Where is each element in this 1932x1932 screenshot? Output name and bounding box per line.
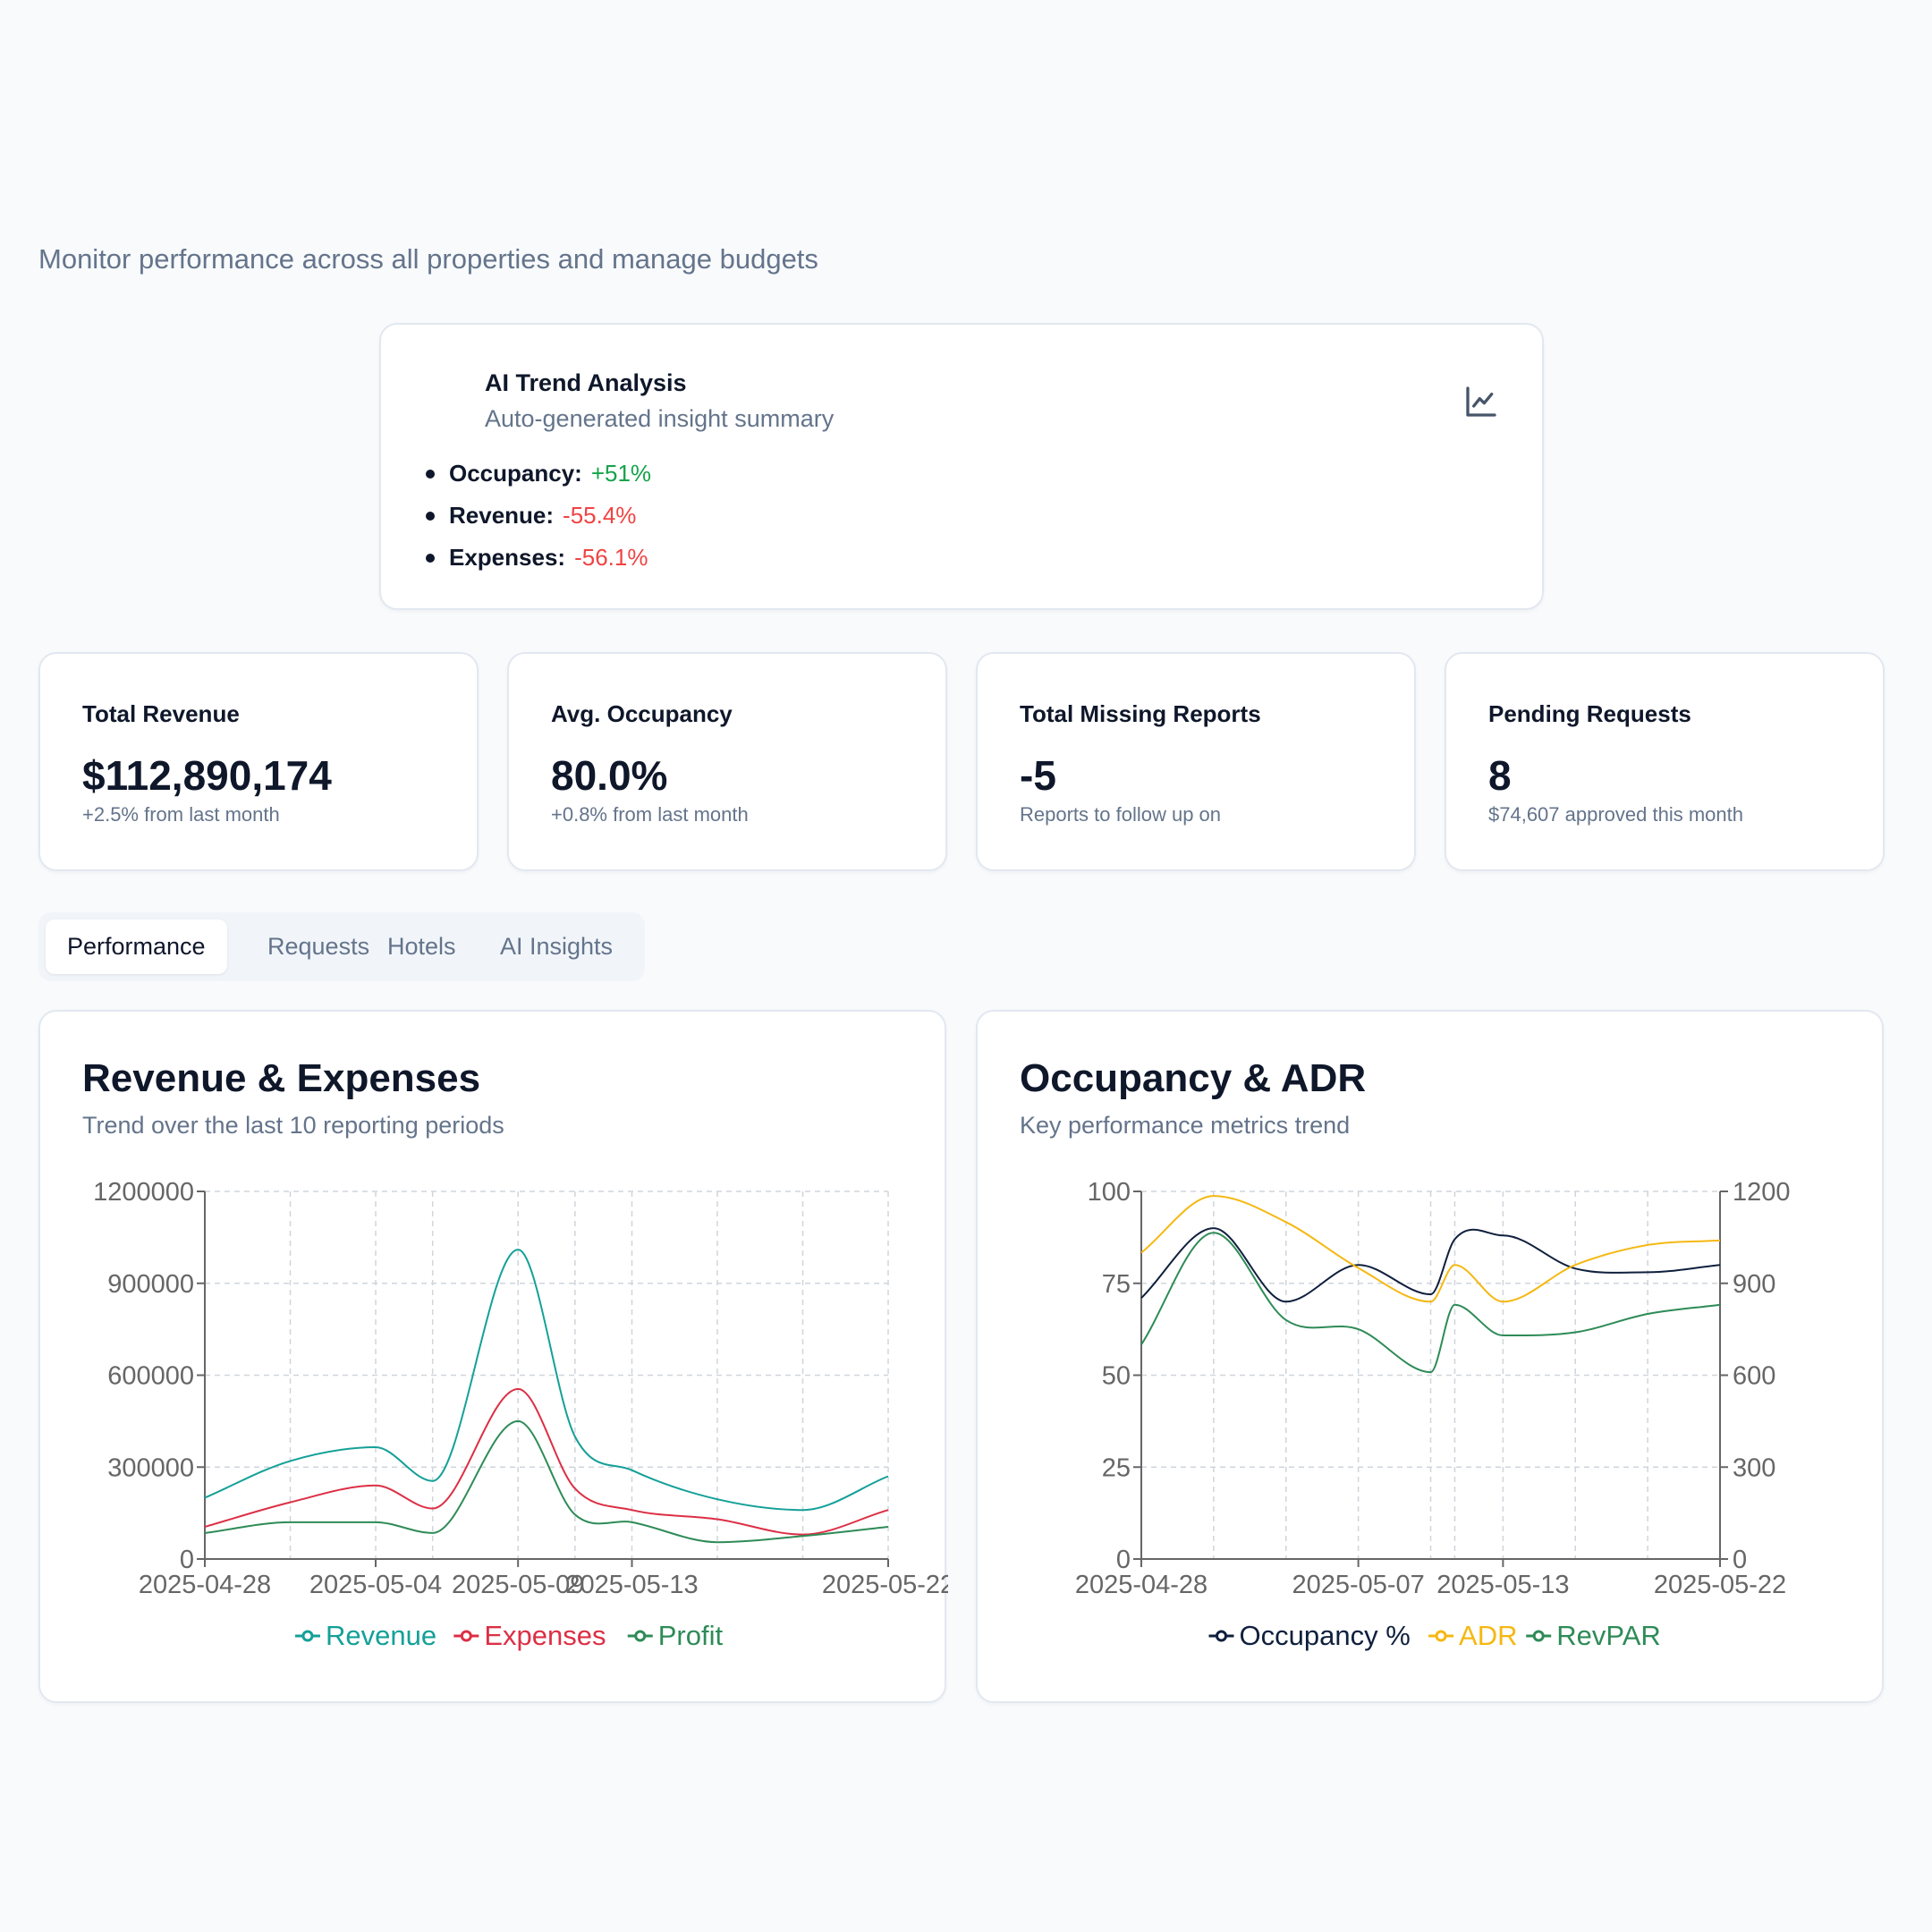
list-item: Revenue: -55.4% <box>426 495 651 537</box>
bullet-icon <box>426 511 435 521</box>
legend-label: RevPAR <box>1556 1620 1661 1651</box>
y-tick-label-right: 0 <box>1733 1546 1747 1574</box>
list-item: Expenses: -56.1% <box>426 537 651 579</box>
x-tick-label: 2025-05-22 <box>1654 1571 1786 1599</box>
x-tick-label: 2025-05-09 <box>452 1571 584 1599</box>
y-tick-label: 50 <box>1102 1362 1131 1391</box>
stat-label: Avg. Occupancy <box>551 700 733 727</box>
legend-marker-icon <box>460 1630 472 1642</box>
stat-card-avg-occupancy: Avg. Occupancy 80.0% +0.8% from last mon… <box>507 652 947 871</box>
stat-note: $74,607 approved this month <box>1488 803 1743 826</box>
legend-marker-icon <box>1435 1630 1447 1642</box>
y-tick-label: 0 <box>180 1546 194 1574</box>
y-tick-label: 75 <box>1102 1270 1131 1299</box>
legend-label: Occupancy % <box>1240 1620 1411 1651</box>
stat-value: $112,890,174 <box>82 752 332 799</box>
chart-title: Revenue & Expenses <box>82 1056 481 1100</box>
stat-note: +0.8% from last month <box>551 803 749 826</box>
x-tick-label: 2025-05-04 <box>309 1571 442 1599</box>
x-tick-label: 2025-05-13 <box>1436 1571 1569 1599</box>
chart-subtitle: Key performance metrics trend <box>1020 1112 1351 1139</box>
legend-marker-icon <box>634 1630 647 1642</box>
legend-item: Revenue <box>294 1620 436 1651</box>
y-tick-label: 300000 <box>107 1453 194 1482</box>
series-line-occupancy <box>1140 1227 1721 1303</box>
stat-value: -5 <box>1020 752 1056 799</box>
stat-label: Total Missing Reports <box>1020 700 1261 727</box>
legend-item: ADR <box>1428 1620 1518 1651</box>
ai-trend-list: Occupancy: +51% Revenue: -55.4% Expenses: -… <box>426 453 651 579</box>
legend-label: Expenses <box>484 1620 606 1651</box>
insight-label: Expenses: <box>449 544 566 571</box>
legend-marker-icon <box>1216 1630 1227 1642</box>
tab-hotels[interactable]: Hotels <box>387 933 456 960</box>
x-tick-label: 2025-05-13 <box>565 1571 698 1599</box>
stat-label: Total Revenue <box>82 700 240 727</box>
y-tick-label: 1200000 <box>93 1178 194 1207</box>
legend-item: Occupancy % <box>1208 1620 1411 1651</box>
revenue-expenses-chart: 0 300000 600000 900000 1200000 2025-04-28 2025… <box>93 1178 948 1651</box>
legend-item: Expenses <box>453 1620 606 1651</box>
x-tick-label: 2025-04-28 <box>1075 1571 1208 1599</box>
tab-performance[interactable]: Performance <box>46 919 227 974</box>
x-tick-label: 2025-04-28 <box>139 1571 271 1599</box>
ai-trend-subtitle: Auto-generated insight summary <box>485 405 835 432</box>
legend-marker-icon <box>1532 1630 1545 1642</box>
ai-trend-card: AI Trend Analysis Auto-generated insight… <box>379 323 1544 610</box>
bullet-icon <box>426 469 435 479</box>
ai-trend-title: AI Trend Analysis <box>485 369 687 396</box>
stat-note: +2.5% from last month <box>82 803 280 826</box>
line-chart-icon <box>1466 386 1496 417</box>
revenue-expenses-card: Revenue & Expenses Trend over the last 1… <box>38 1010 948 1703</box>
y-tick-label: 25 <box>1102 1453 1131 1482</box>
chart-subtitle: Trend over the last 10 reporting periods <box>82 1112 504 1139</box>
y-tick-label-right: 600 <box>1733 1362 1775 1391</box>
y-tick-label: 100 <box>1088 1178 1131 1207</box>
legend-item: RevPAR <box>1526 1620 1661 1651</box>
stat-label: Pending Requests <box>1488 700 1691 727</box>
y-tick-label-right: 1200 <box>1733 1178 1791 1207</box>
tab-bar: Performance Requests Hotels AI Insights <box>38 912 645 981</box>
series-line-profit <box>204 1419 889 1544</box>
list-item: Occupancy: +51% <box>426 453 651 495</box>
series-line-revpar <box>1140 1232 1721 1374</box>
legend-label: Profit <box>658 1620 724 1651</box>
stat-card-missing-reports: Total Missing Reports -5 Reports to foll… <box>976 652 1416 871</box>
y-tick-label: 600000 <box>107 1362 194 1391</box>
series-line-adr <box>1140 1195 1721 1303</box>
occupancy-adr-card: Occupancy & ADR Key performance metrics … <box>976 1010 1884 1703</box>
legend-label: ADR <box>1459 1620 1517 1651</box>
stat-card-pending-requests: Pending Requests 8 $74,607 approved this… <box>1445 652 1885 871</box>
tab-requests[interactable]: Requests <box>267 933 370 960</box>
stat-card-total-revenue: Total Revenue $112,890,174 +2.5% from la… <box>38 652 479 871</box>
series-line-expenses <box>204 1387 889 1536</box>
insight-label: Revenue: <box>449 502 555 529</box>
legend-marker-icon <box>301 1630 314 1642</box>
page-subtitle: Monitor performance across all propertie… <box>38 243 818 275</box>
stat-note: Reports to follow up on <box>1020 803 1222 826</box>
x-tick-label: 2025-05-22 <box>822 1571 948 1599</box>
chart-title: Occupancy & ADR <box>1020 1056 1367 1100</box>
y-tick-label-right: 300 <box>1733 1453 1775 1482</box>
insight-value: -56.1% <box>574 544 648 571</box>
legend-item: Profit <box>627 1620 724 1651</box>
insight-value: +51% <box>590 460 652 487</box>
x-tick-label: 2025-05-07 <box>1292 1571 1424 1599</box>
y-tick-label: 900000 <box>107 1270 194 1299</box>
legend-label: Revenue <box>326 1620 436 1651</box>
insight-label: Occupancy: <box>449 460 582 487</box>
tab-ai-insights[interactable]: AI Insights <box>500 933 614 960</box>
insight-value: -55.4% <box>563 502 637 529</box>
bullet-icon <box>426 553 435 563</box>
occupancy-adr-chart: 0 25 50 75 100 0 300 600 900 1200 2025-04-28 2025-0… <box>1075 1178 1791 1651</box>
series-line-revenue <box>204 1249 889 1512</box>
y-tick-label-right: 900 <box>1733 1270 1775 1299</box>
stat-value: 80.0% <box>551 752 668 799</box>
stat-value: 8 <box>1488 752 1512 799</box>
y-tick-label: 0 <box>1116 1546 1131 1574</box>
